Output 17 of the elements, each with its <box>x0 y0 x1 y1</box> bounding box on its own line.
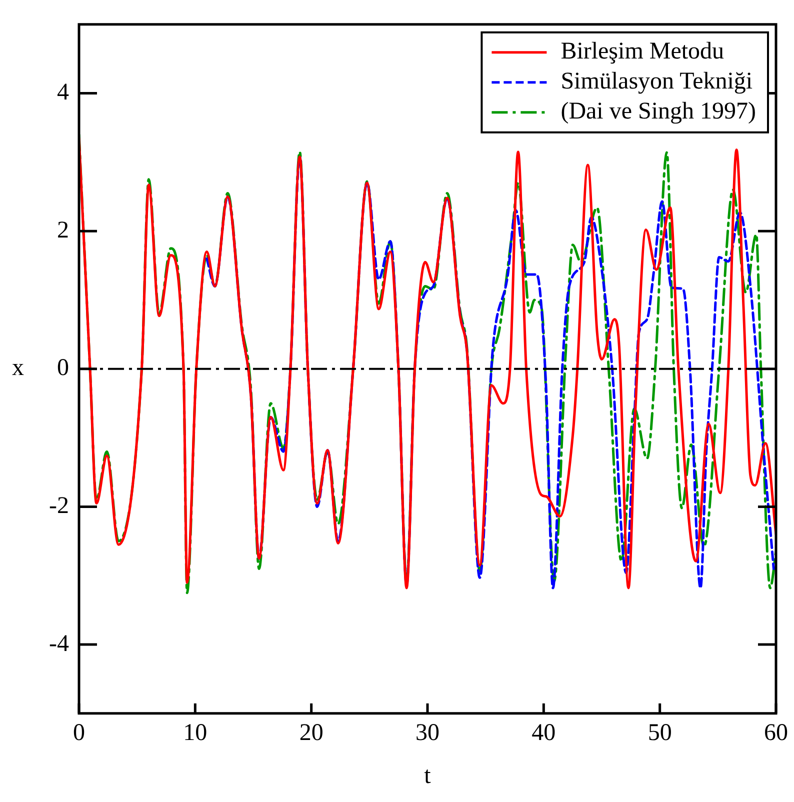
x-tick-label: 20 <box>299 720 324 746</box>
y-tick-label: 0 <box>57 355 69 382</box>
x-axis-title: t <box>424 762 432 789</box>
x-tick-label: 50 <box>648 720 672 746</box>
legend-label: Simülasyon Tekniği <box>560 68 753 95</box>
x-tick-label: 30 <box>416 720 440 746</box>
x-tick-label: 0 <box>73 720 85 746</box>
y-tick-label: -4 <box>49 630 69 657</box>
legend-label: (Dai ve Singh 1997) <box>560 98 756 125</box>
y-tick-label: -2 <box>49 492 69 519</box>
y-tick-label: 2 <box>57 217 69 244</box>
y-axis-title: x <box>12 355 24 382</box>
x-tick-label: 10 <box>183 720 208 746</box>
y-tick-label: 4 <box>57 80 69 106</box>
legend-label: Birleşim Metodu <box>560 38 724 65</box>
x-tick-label: 60 <box>764 720 788 746</box>
x-tick-label: 40 <box>532 720 556 746</box>
